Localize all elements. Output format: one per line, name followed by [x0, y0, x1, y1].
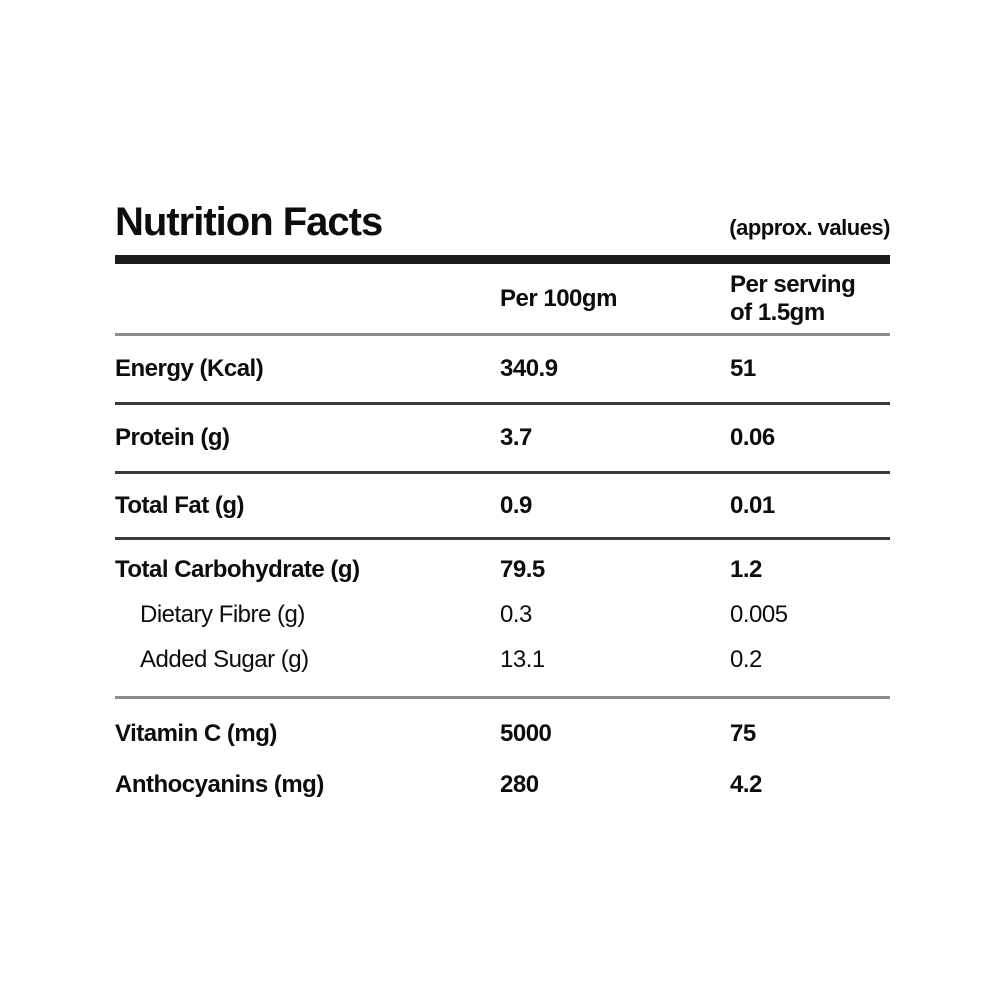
value-per-serving: 1.2: [730, 555, 762, 583]
row-label: Vitamin C (mg): [115, 720, 277, 747]
value-per-100gm: 0.3: [500, 600, 532, 628]
column-header-per-serving-line1: Per serving: [730, 270, 856, 298]
table-row-anthocyanins: Anthocyanins (mg) 280 4.2: [115, 760, 890, 810]
value-per-100gm: 0.9: [500, 491, 532, 519]
column-header-per-serving-line2: of 1.5gm: [730, 298, 825, 326]
row-label: Energy (Kcal): [115, 355, 264, 382]
column-header-row: Per 100gm Per serving of 1.5gm: [115, 264, 890, 336]
table-row-protein: Protein (g) 3.7 0.06: [115, 405, 890, 474]
column-header-per-serving: Per serving of 1.5gm: [730, 271, 890, 326]
table-row-dietary-fibre: Dietary Fibre (g) 0.3 0.005: [115, 592, 890, 637]
nutrition-facts-panel: Nutrition Facts (approx. values) Per 100…: [115, 202, 890, 810]
table-row-energy: Energy (Kcal) 340.9 51: [115, 336, 890, 405]
value-per-serving: 75: [730, 720, 756, 747]
value-per-serving: 51: [730, 355, 756, 382]
value-per-serving: 0.06: [730, 424, 775, 451]
value-per-100gm: 79.5: [500, 555, 545, 583]
row-label: Dietary Fibre (g): [140, 600, 305, 628]
column-header-per-100gm: Per 100gm: [500, 284, 617, 312]
carbohydrate-group: Total Carbohydrate (g) 79.5 1.2 Dietary …: [115, 540, 890, 699]
value-per-serving: 4.2: [730, 771, 762, 798]
title-divider-bar: [115, 255, 890, 264]
value-per-100gm: 340.9: [500, 355, 558, 382]
value-per-serving: 0.2: [730, 645, 762, 673]
table-row-added-sugar: Added Sugar (g) 13.1 0.2: [115, 637, 890, 682]
value-per-100gm: 5000: [500, 720, 552, 747]
value-per-100gm: 13.1: [500, 645, 545, 673]
row-label: Added Sugar (g): [140, 645, 309, 673]
page-title: Nutrition Facts: [115, 200, 383, 244]
row-label: Protein (g): [115, 424, 230, 451]
row-label: Anthocyanins (mg): [115, 771, 324, 798]
row-label: Total Carbohydrate (g): [115, 555, 360, 583]
table-row-vitamin-c: Vitamin C (mg) 5000 75: [115, 708, 890, 760]
approx-values-note: (approx. values): [729, 215, 890, 240]
table-row-total-fat: Total Fat (g) 0.9 0.01: [115, 474, 890, 540]
micronutrient-group: Vitamin C (mg) 5000 75 Anthocyanins (mg)…: [115, 699, 890, 810]
value-per-100gm: 3.7: [500, 424, 532, 451]
row-label: Total Fat (g): [115, 491, 245, 519]
value-per-serving: 0.005: [730, 600, 788, 628]
value-per-100gm: 280: [500, 771, 539, 798]
label-header: Nutrition Facts (approx. values): [115, 202, 890, 242]
value-per-serving: 0.01: [730, 491, 775, 519]
table-row-total-carbohydrate: Total Carbohydrate (g) 79.5 1.2: [115, 547, 890, 592]
